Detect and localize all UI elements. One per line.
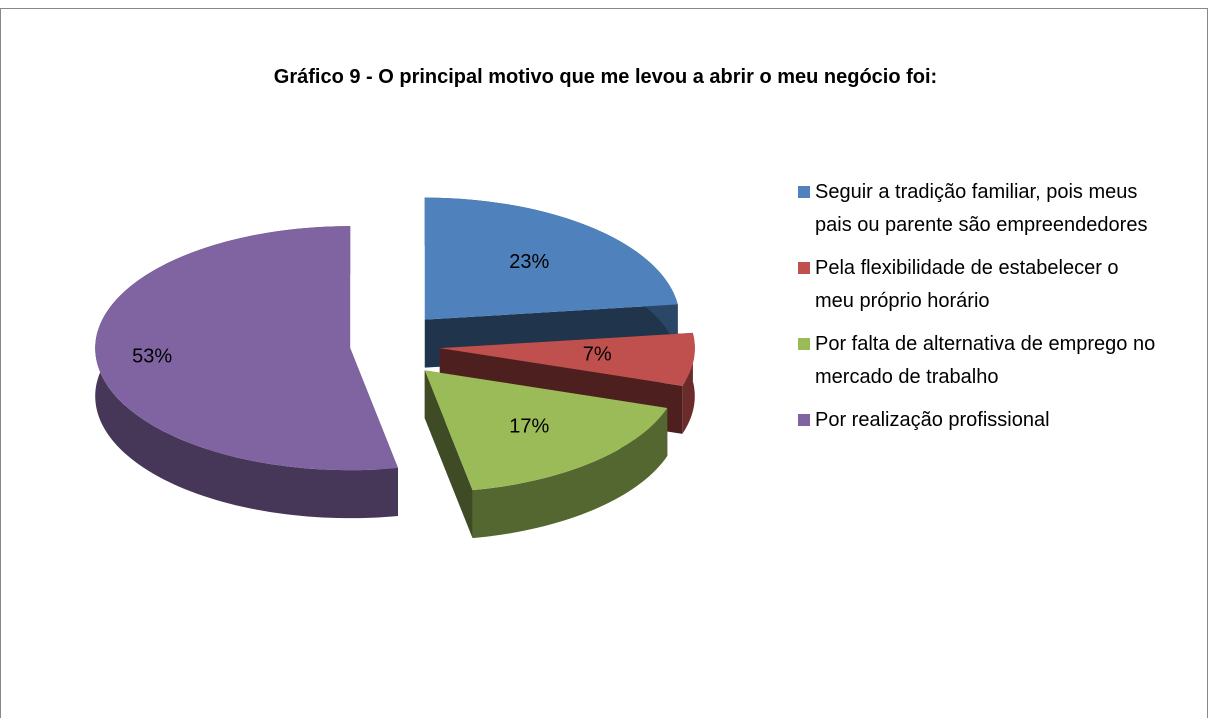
legend-item: Pela flexibilidade de estabelecer o meu … <box>798 252 1158 318</box>
pie-area: 23% 7% 17% 53% <box>95 197 695 539</box>
legend-label: Seguir a tradição familiar, pois meus pa… <box>815 181 1148 236</box>
pie-slice <box>439 332 695 386</box>
slice-rim <box>472 408 668 539</box>
data-label: 53% <box>132 345 172 367</box>
data-label: 23% <box>509 251 549 273</box>
pie-slice <box>424 370 668 491</box>
legend-item: Por falta de alternativa de emprego no m… <box>798 328 1158 394</box>
pie-slice <box>424 197 678 320</box>
legend: Seguir a tradição familiar, pois meus pa… <box>798 176 1158 447</box>
legend-swatch <box>798 338 810 350</box>
data-label: 7% <box>583 344 612 366</box>
slice-side <box>424 370 473 539</box>
legend-label: Pela flexibilidade de estabelecer o meu … <box>815 257 1119 312</box>
chart-title: Gráfico 9 - O principal motivo que me le… <box>273 66 938 88</box>
legend-swatch <box>798 262 810 274</box>
legend-swatch <box>798 186 810 198</box>
legend-item: Por realização profissional <box>798 404 1158 437</box>
legend-label: Por realização profissional <box>815 409 1050 431</box>
legend-label: Por falta de alternativa de emprego no m… <box>815 333 1156 388</box>
pie-slice <box>95 226 398 471</box>
slice-rim <box>682 332 695 434</box>
data-label: 17% <box>509 415 549 437</box>
legend-item: Seguir a tradição familiar, pois meus pa… <box>798 176 1158 242</box>
legend-swatch <box>798 414 810 426</box>
chart-frame <box>0 8 1208 718</box>
